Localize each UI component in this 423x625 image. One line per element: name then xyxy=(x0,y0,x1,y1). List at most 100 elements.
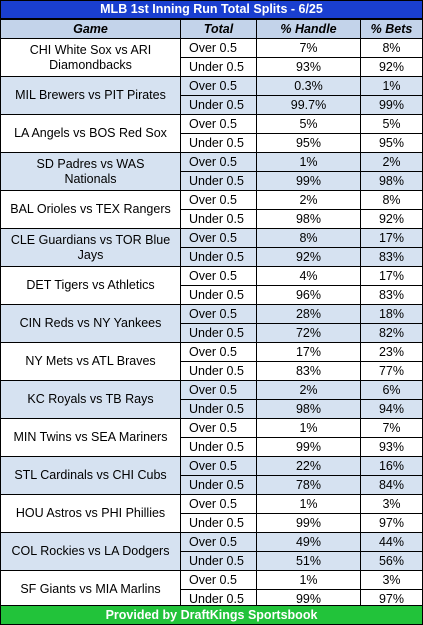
bets-percent-cell: 2% xyxy=(360,152,423,172)
total-cell: Over 0.5 xyxy=(180,532,257,552)
total-cell: Over 0.5 xyxy=(180,494,257,514)
table-row: HOU Astros vs PHI Phillies Over 0.5 1% 3% xyxy=(0,494,423,533)
bets-percent-cell: 99% xyxy=(360,95,423,115)
bets-percent-cell: 8% xyxy=(360,38,423,58)
table-row: Under 0.5 72% 82% xyxy=(1,323,423,343)
handle-percent-cell: 96% xyxy=(256,285,361,305)
handle-percent-cell: 95% xyxy=(256,133,361,153)
game-matchup: COL Rockies vs LA Dodgers xyxy=(0,532,181,571)
bets-percent-cell: 3% xyxy=(360,494,423,514)
total-cell: Under 0.5 xyxy=(180,323,257,343)
total-cell: Over 0.5 xyxy=(180,570,257,590)
game-matchup: CHI White Sox vs ARI Diamondbacks xyxy=(0,38,181,77)
table-row: Under 0.5 96% 83% xyxy=(1,285,423,305)
bets-percent-cell: 84% xyxy=(360,475,423,495)
table-row: Under 0.5 78% 84% xyxy=(1,475,423,495)
total-cell: Under 0.5 xyxy=(180,95,257,115)
total-cell: Under 0.5 xyxy=(180,551,257,571)
bets-percent-cell: 5% xyxy=(360,114,423,134)
total-cell: Under 0.5 xyxy=(180,171,257,191)
total-cell: Over 0.5 xyxy=(180,418,257,438)
table-row: Under 0.5 99% 93% xyxy=(1,437,423,457)
handle-percent-cell: 2% xyxy=(256,190,361,210)
bets-percent-cell: 93% xyxy=(360,437,423,457)
total-cell: Over 0.5 xyxy=(180,228,257,248)
game-matchup: KC Royals vs TB Rays xyxy=(0,380,181,419)
game-matchup: SD Padres vs WAS Nationals xyxy=(0,152,181,191)
column-header-total: Total xyxy=(180,19,257,39)
table-row: Under 0.5 83% 77% xyxy=(1,361,423,381)
table-row: KC Royals vs TB Rays Over 0.5 2% 6% xyxy=(0,380,423,419)
footer-credit: Provided by DraftKings Sportsbook xyxy=(0,605,423,625)
handle-percent-cell: 99% xyxy=(256,171,361,191)
column-header-bets: % Bets xyxy=(360,19,423,39)
total-cell: Under 0.5 xyxy=(180,399,257,419)
handle-percent-cell: 28% xyxy=(256,304,361,324)
column-header-game: Game xyxy=(0,19,181,39)
total-cell: Over 0.5 xyxy=(180,342,257,362)
bets-percent-cell: 44% xyxy=(360,532,423,552)
bets-percent-cell: 8% xyxy=(360,190,423,210)
table-row: CLE Guardians vs TOR Blue Jays Over 0.5 8%… xyxy=(0,228,423,267)
handle-percent-cell: 4% xyxy=(256,266,361,286)
game-matchup: SF Giants vs MIA Marlins xyxy=(0,570,181,609)
page-title: MLB 1st Inning Run Total Splits - 6/25 xyxy=(0,0,423,19)
handle-percent-cell: 1% xyxy=(256,570,361,590)
table-row: DET Tigers vs Athletics Over 0.5 4% 17% xyxy=(0,266,423,305)
bets-percent-cell: 92% xyxy=(360,209,423,229)
handle-percent-cell: 49% xyxy=(256,532,361,552)
bets-percent-cell: 77% xyxy=(360,361,423,381)
handle-percent-cell: 1% xyxy=(256,494,361,514)
bets-percent-cell: 18% xyxy=(360,304,423,324)
total-cell: Over 0.5 xyxy=(180,114,257,134)
handle-percent-cell: 92% xyxy=(256,247,361,267)
handle-percent-cell: 5% xyxy=(256,114,361,134)
handle-percent-cell: 2% xyxy=(256,380,361,400)
bets-percent-cell: 82% xyxy=(360,323,423,343)
handle-percent-cell: 1% xyxy=(256,152,361,172)
handle-percent-cell: 17% xyxy=(256,342,361,362)
game-matchup: MIL Brewers vs PIT Pirates xyxy=(0,76,181,115)
table-row: Under 0.5 99% 97% xyxy=(1,513,423,533)
total-cell: Over 0.5 xyxy=(180,380,257,400)
handle-percent-cell: 99% xyxy=(256,437,361,457)
game-matchup: BAL Orioles vs TEX Rangers xyxy=(0,190,181,229)
bets-percent-cell: 17% xyxy=(360,266,423,286)
handle-percent-cell: 99% xyxy=(256,513,361,533)
table-row: SD Padres vs WAS Nationals Over 0.5 1% 2% xyxy=(0,152,423,191)
splits-table: Game Total % Handle % Bets CHI White Sox… xyxy=(0,19,423,609)
total-cell: Under 0.5 xyxy=(180,57,257,77)
total-cell: Under 0.5 xyxy=(180,133,257,153)
total-cell: Over 0.5 xyxy=(180,76,257,96)
table-row: Under 0.5 99% 97% xyxy=(1,589,423,609)
total-cell: Under 0.5 xyxy=(180,513,257,533)
column-header-handle: % Handle xyxy=(256,19,361,39)
table-row: SF Giants vs MIA Marlins Over 0.5 1% 3% xyxy=(0,570,423,609)
table-row: Under 0.5 99.7% 99% xyxy=(1,95,423,115)
total-cell: Under 0.5 xyxy=(180,285,257,305)
total-cell: Under 0.5 xyxy=(180,361,257,381)
table-row: COL Rockies vs LA Dodgers Over 0.5 49% 44% xyxy=(0,532,423,571)
bets-percent-cell: 16% xyxy=(360,456,423,476)
table-body: CHI White Sox vs ARI Diamondbacks Over 0.… xyxy=(0,38,423,609)
table-row: Under 0.5 99% 98% xyxy=(1,171,423,191)
bets-percent-cell: 6% xyxy=(360,380,423,400)
handle-percent-cell: 1% xyxy=(256,418,361,438)
table-row: Under 0.5 93% 92% xyxy=(1,57,423,77)
bets-percent-cell: 92% xyxy=(360,57,423,77)
total-cell: Over 0.5 xyxy=(180,266,257,286)
total-cell: Over 0.5 xyxy=(180,190,257,210)
bets-percent-cell: 7% xyxy=(360,418,423,438)
game-matchup: CLE Guardians vs TOR Blue Jays xyxy=(0,228,181,267)
game-matchup: MIN Twins vs SEA Mariners xyxy=(0,418,181,457)
bets-percent-cell: 95% xyxy=(360,133,423,153)
table-header-row: Game Total % Handle % Bets xyxy=(0,19,423,39)
table-row: Under 0.5 98% 92% xyxy=(1,209,423,229)
handle-percent-cell: 98% xyxy=(256,399,361,419)
handle-percent-cell: 98% xyxy=(256,209,361,229)
total-cell: Over 0.5 xyxy=(180,456,257,476)
handle-percent-cell: 78% xyxy=(256,475,361,495)
game-matchup: DET Tigers vs Athletics xyxy=(0,266,181,305)
bets-percent-cell: 97% xyxy=(360,513,423,533)
